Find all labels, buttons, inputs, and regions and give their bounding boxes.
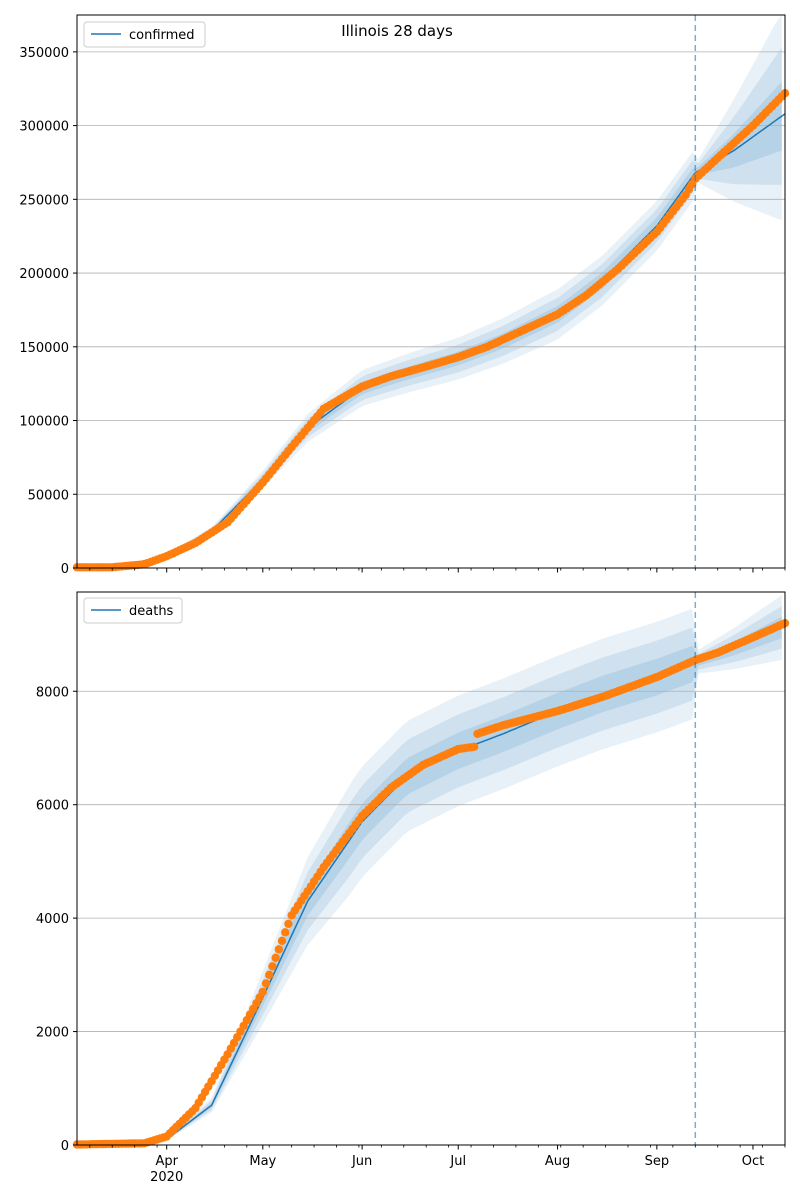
observed-point — [268, 962, 277, 971]
x-tick-label: 2020 — [150, 1170, 183, 1185]
y-tick-label: 8000 — [36, 685, 69, 700]
y-tick-label: 4000 — [36, 912, 69, 927]
uncertainty-band — [77, 15, 782, 567]
observed-point — [281, 928, 290, 937]
observed-point — [261, 979, 271, 988]
x-tick-label: Sep — [645, 1154, 670, 1169]
confirmed-x-axis — [89, 568, 786, 573]
y-tick-label: 2000 — [36, 1026, 69, 1041]
confirmed-legend: confirmed — [83, 21, 206, 48]
confirmed-observed-points — [72, 89, 790, 572]
y-tick-label: 150000 — [19, 341, 69, 356]
observed-point — [284, 919, 293, 928]
observed-point — [258, 987, 267, 997]
x-tick-label: Oct — [742, 1154, 764, 1169]
deaths-observed-points — [72, 619, 790, 1149]
observed-point — [277, 936, 287, 945]
y-tick-label: 6000 — [36, 799, 69, 814]
observed-point — [470, 742, 479, 751]
chart-title: Illinois 28 days — [341, 22, 453, 40]
observed-point — [265, 970, 274, 979]
x-tick-label: Aug — [545, 1154, 570, 1169]
y-tick-label: 50000 — [28, 488, 69, 503]
legend-box — [83, 597, 183, 624]
legend-box — [83, 21, 206, 48]
confirmed-axes-frame — [76, 14, 786, 569]
x-tick-label: Apr — [155, 1154, 178, 1169]
confirmed-panel: 0 50000 100000 150000 200000 250000 300000 3500… — [19, 14, 790, 577]
confirmed-y-axis: 0 50000 100000 150000 200000 250000 300000 3500… — [19, 46, 77, 577]
y-tick-label: 100000 — [19, 415, 69, 430]
observed-point — [271, 953, 280, 962]
deaths-legend: deaths — [83, 597, 183, 624]
legend-label-confirmed: confirmed — [129, 28, 195, 43]
deaths-axes-frame — [76, 591, 786, 1146]
x-tick-label: Jun — [351, 1154, 372, 1169]
confirmed-gridlines — [77, 51, 785, 569]
y-tick-label: 0 — [61, 1139, 69, 1154]
legend-label-deaths: deaths — [129, 604, 174, 619]
x-tick-label: Jul — [449, 1154, 466, 1169]
y-tick-label: 200000 — [19, 267, 69, 282]
x-tick-label: May — [249, 1154, 276, 1169]
y-tick-label: 0 — [61, 562, 69, 577]
observed-point — [274, 945, 283, 954]
y-tick-label: 300000 — [19, 120, 69, 135]
y-tick-label: 350000 — [19, 46, 69, 61]
confirmed-uncertainty-bands — [77, 15, 782, 568]
deaths-y-axis: 0 2000 4000 6000 8000 — [36, 685, 77, 1154]
deaths-uncertainty-bands — [77, 595, 782, 1145]
y-tick-label: 250000 — [19, 193, 69, 208]
